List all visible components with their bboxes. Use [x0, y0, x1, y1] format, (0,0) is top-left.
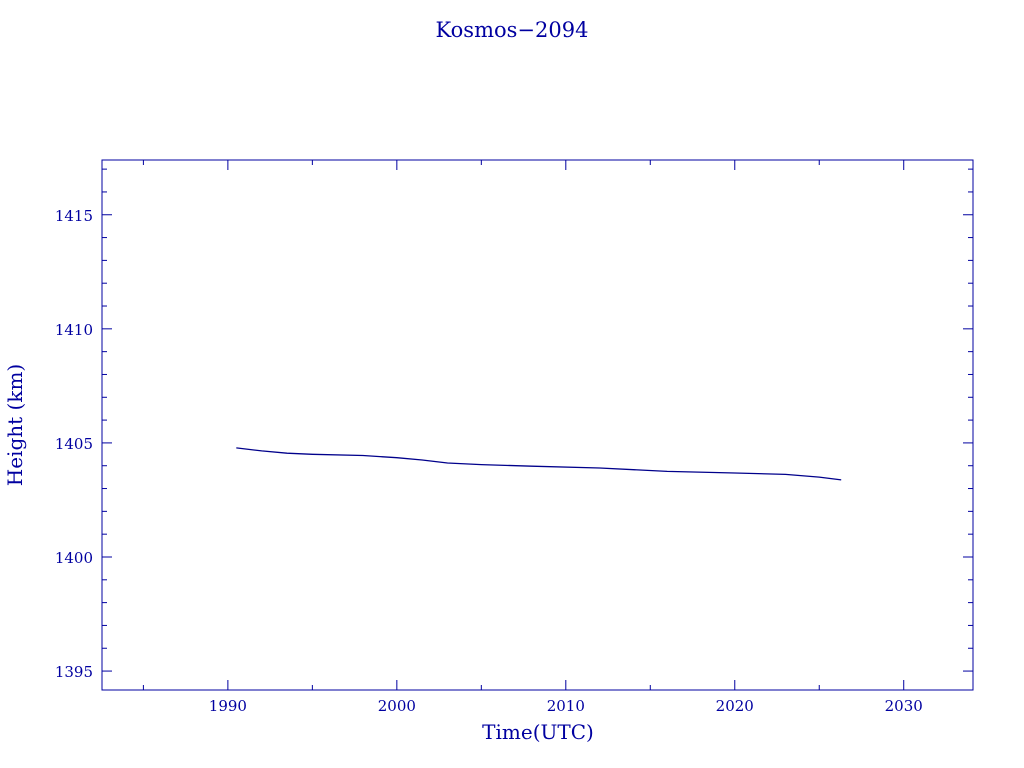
- plot-frame: [101, 159, 974, 691]
- y-tick-label: 1395: [55, 663, 93, 681]
- chart-title: Kosmos−2094: [436, 18, 589, 42]
- x-axis-label: Time(UTC): [482, 720, 594, 744]
- x-tick-label: 2020: [716, 697, 754, 715]
- x-tick-label: 2000: [378, 697, 416, 715]
- y-tick-label: 1400: [55, 549, 93, 567]
- x-tick-label: 2010: [547, 697, 585, 715]
- x-tick-label: 2030: [885, 697, 923, 715]
- y-tick-label: 1405: [55, 435, 93, 453]
- series-line: [236, 447, 842, 481]
- y-tick-label: 1410: [55, 321, 93, 339]
- x-tick-label: 1990: [209, 697, 247, 715]
- y-axis-label: Height (km): [3, 364, 27, 486]
- y-tick-label: 1415: [55, 207, 93, 225]
